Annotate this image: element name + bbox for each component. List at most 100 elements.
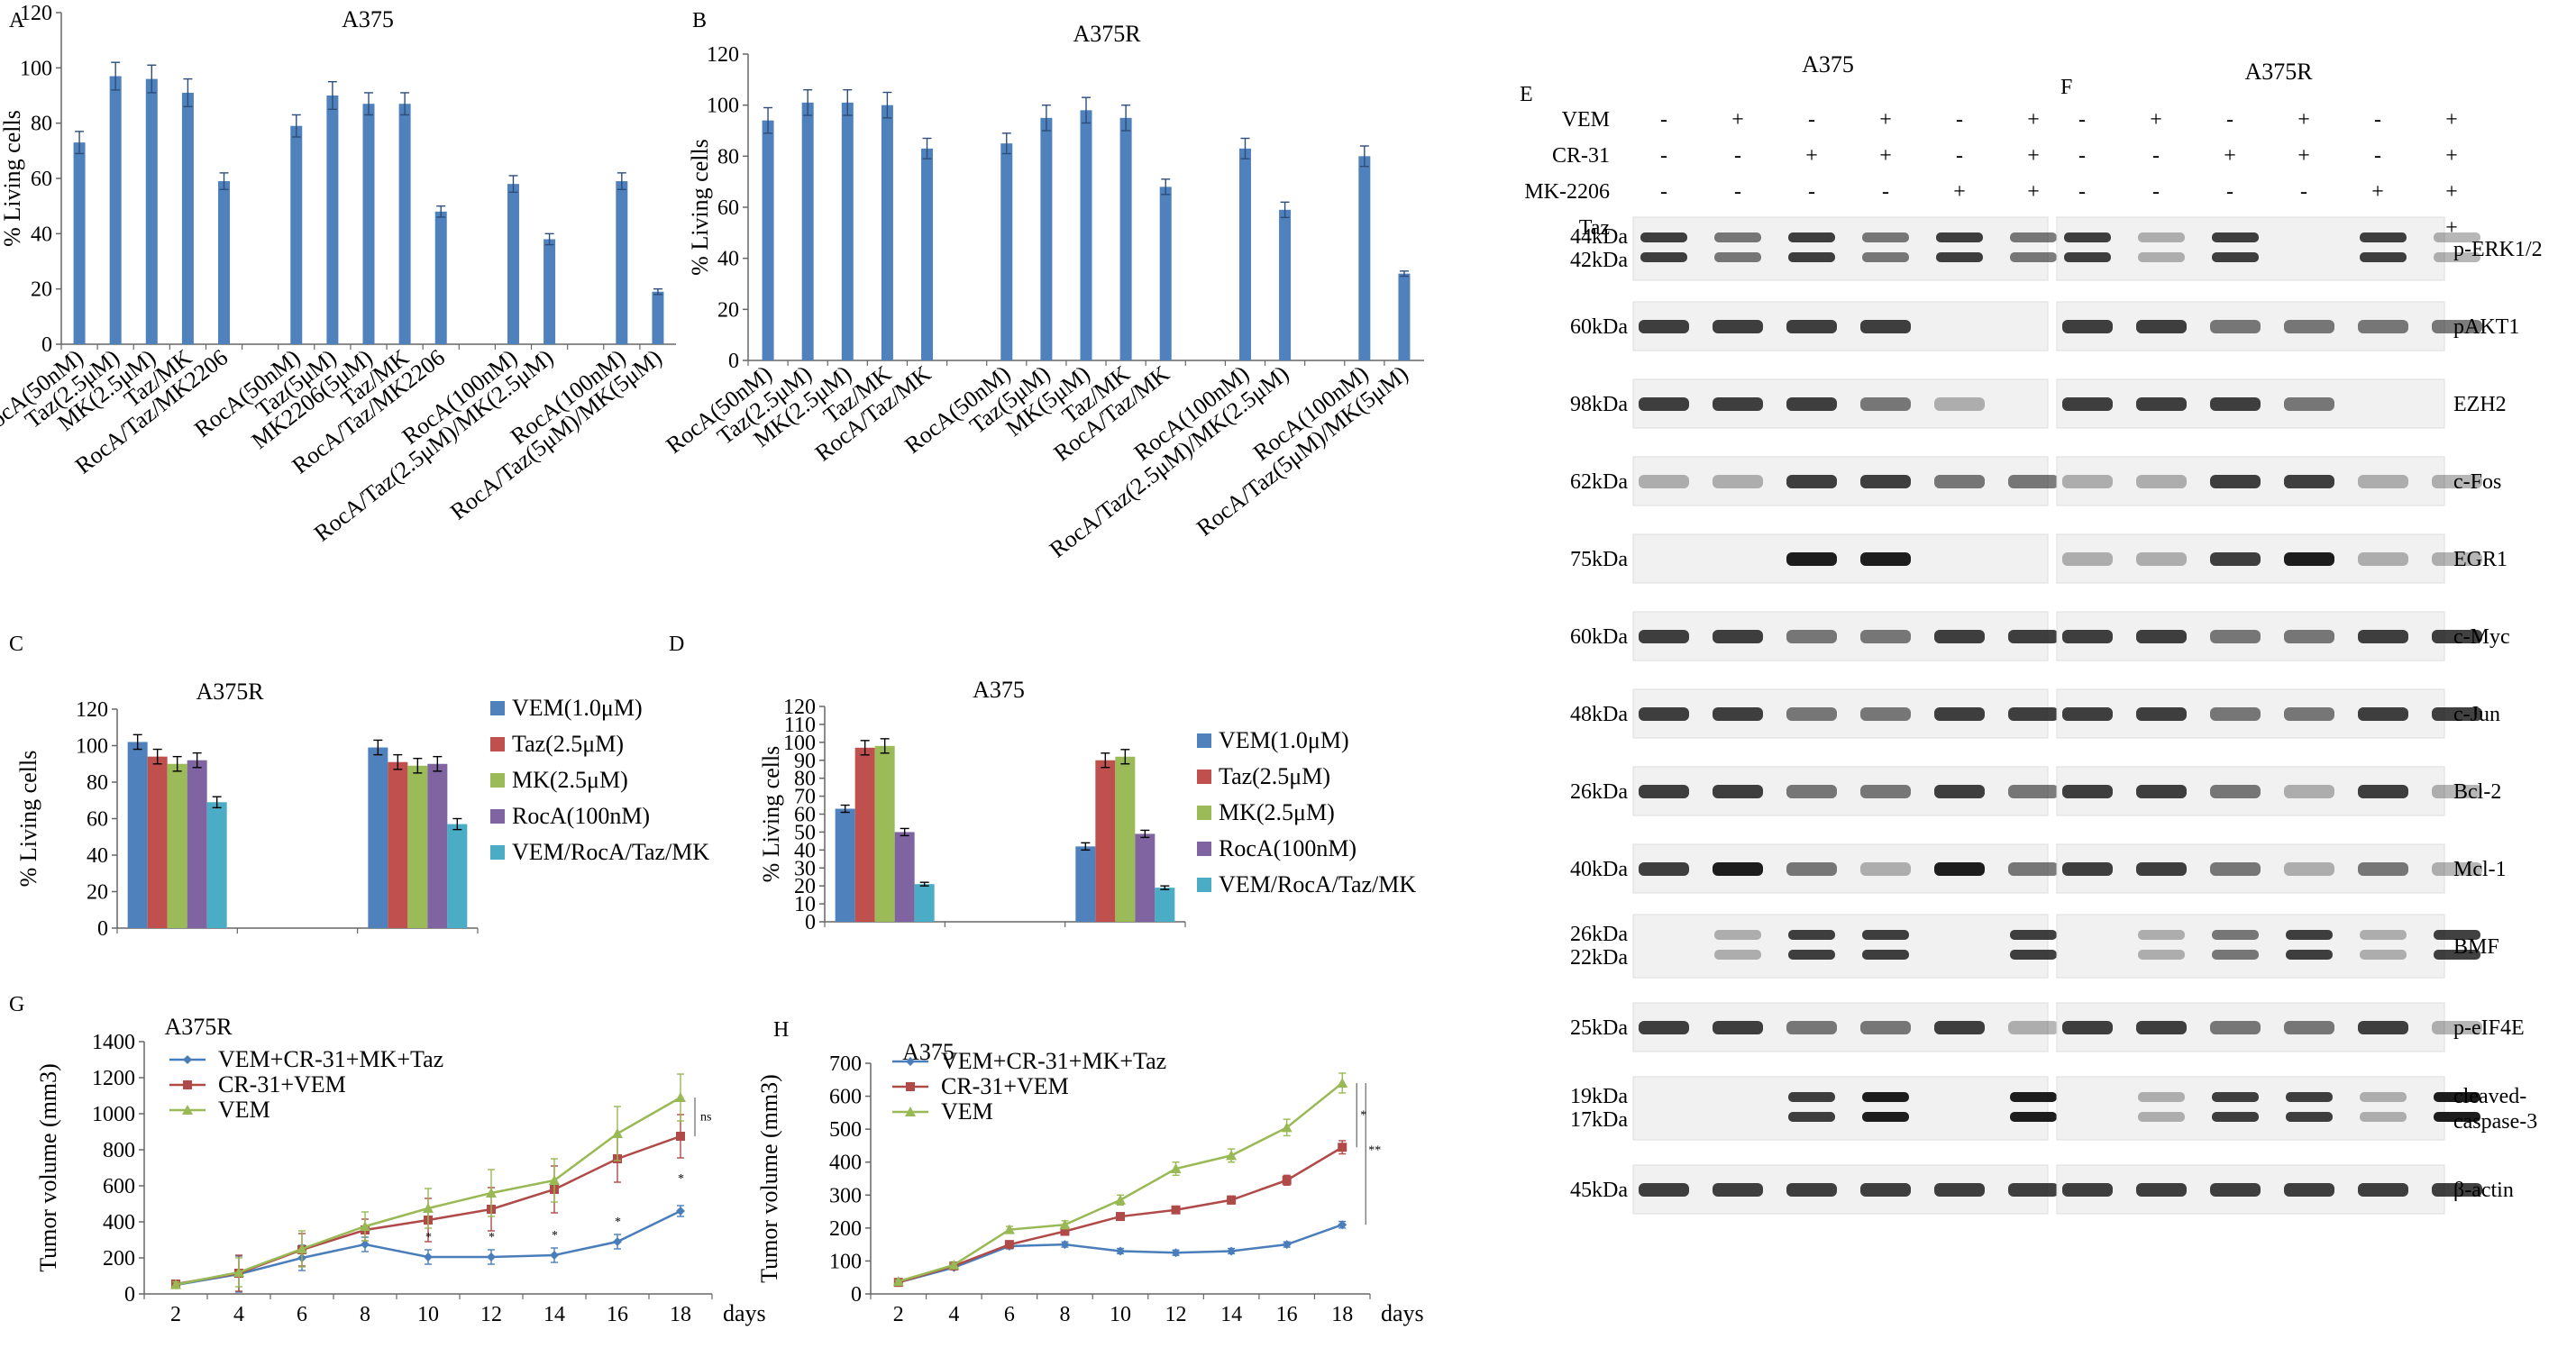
x-tick-label: 8 — [360, 1303, 370, 1326]
y-tick-label: 120 — [20, 2, 52, 25]
y-tick-label: 120 — [707, 43, 739, 67]
data-point — [487, 1252, 496, 1261]
blot-band — [1936, 252, 1983, 262]
bar — [427, 763, 448, 928]
blot-band — [2062, 1021, 2113, 1034]
blot-band — [1713, 397, 1763, 411]
x-tick-label: 2 — [893, 1303, 904, 1326]
blot-band — [2008, 1021, 2059, 1034]
blot-band — [1713, 862, 1763, 876]
y-tick-label: 0 — [728, 350, 739, 373]
blot-band — [2432, 1183, 2482, 1197]
bar — [388, 761, 408, 928]
data-point — [905, 1107, 916, 1116]
blot-band — [2284, 1183, 2334, 1197]
blot-band — [2062, 320, 2113, 333]
blot-band — [1786, 475, 1837, 488]
y-tick-label: 1400 — [92, 1031, 135, 1054]
data-point — [1171, 1205, 1181, 1215]
blot-band — [2432, 1021, 2482, 1034]
blot-membrane — [1632, 1002, 2049, 1052]
treatment-sign: + — [1953, 180, 1966, 204]
bar — [368, 747, 388, 928]
treatment-sign: - — [1734, 180, 1741, 204]
y-tick-label: 120 — [76, 698, 108, 722]
data-point — [183, 1055, 192, 1064]
blot-band — [1934, 397, 1985, 411]
data-point — [1282, 1240, 1292, 1250]
data-point — [1338, 1220, 1347, 1230]
treatment-sign: - — [2226, 180, 2233, 204]
bar — [362, 104, 375, 344]
blot-band — [1713, 785, 1763, 798]
bar — [1279, 209, 1292, 360]
legend-swatch — [1197, 733, 1211, 748]
blot-band — [2432, 475, 2482, 488]
kda-label: 25kDa — [1570, 1016, 1628, 1040]
data-point — [170, 1279, 181, 1289]
blot-membrane — [2056, 1076, 2445, 1141]
blot-membrane — [1632, 611, 2049, 661]
blot-band — [2358, 862, 2408, 876]
treatment-sign: - — [1956, 144, 1963, 168]
chart-title: A375 — [342, 6, 394, 32]
blot-band — [2062, 707, 2113, 721]
blot-band — [2284, 397, 2334, 411]
blot-band — [2286, 1112, 2333, 1122]
bar — [181, 92, 194, 344]
y-tick-label: 40 — [31, 223, 52, 246]
bar — [109, 76, 122, 345]
treatment-sign: + — [1879, 144, 1892, 168]
blot-band — [2010, 252, 2057, 262]
x-tick-label: 10 — [1110, 1303, 1131, 1326]
blot-band — [2212, 232, 2259, 242]
data-point — [233, 1267, 244, 1277]
data-point — [423, 1203, 434, 1213]
legend-swatch — [1197, 806, 1211, 820]
protein-label: c-Jun — [2453, 703, 2500, 726]
bar — [187, 760, 207, 928]
blot-band — [2360, 1112, 2407, 1122]
data-point — [486, 1188, 497, 1198]
blot-band — [2360, 252, 2407, 262]
blot-band — [2284, 320, 2334, 333]
legend-swatch — [490, 773, 505, 788]
protein-label: p-eIF4E — [2453, 1016, 2525, 1040]
blot-band — [1786, 630, 1837, 643]
blot-band — [2008, 630, 2059, 643]
bar — [434, 211, 447, 344]
blot-band — [1788, 930, 1835, 940]
data-point — [1059, 1219, 1071, 1230]
treatment-sign: + — [2027, 180, 2040, 204]
data-point — [182, 1105, 193, 1115]
legend-label: MK(2.5μM) — [512, 767, 628, 793]
blot-band — [1860, 630, 1911, 643]
bar — [398, 104, 411, 344]
y-tick-label: 60 — [717, 196, 739, 220]
blot-band — [1860, 1183, 1911, 1197]
protein-label: β-actin — [2453, 1179, 2514, 1202]
blot-band — [1786, 785, 1837, 798]
protein-label: Mcl-1 — [2453, 858, 2507, 881]
legend-label: VEM — [218, 1097, 270, 1123]
blot-band — [2136, 707, 2187, 721]
data-point — [1282, 1175, 1292, 1185]
blot-band — [2062, 1183, 2113, 1197]
treatment-sign: + — [1731, 108, 1744, 132]
protein-label: c-Myc — [2453, 625, 2510, 649]
blot-band — [2434, 930, 2480, 940]
blot-band — [2358, 785, 2408, 798]
treatment-sign: + — [2027, 108, 2040, 132]
bar — [1238, 148, 1251, 360]
treatment-sign: + — [2445, 180, 2458, 204]
blot-band — [2136, 1183, 2187, 1197]
x-tick-label: 4 — [233, 1303, 244, 1326]
blot-band — [2010, 930, 2057, 940]
y-tick-label: 30 — [794, 857, 816, 880]
blot-band — [1860, 1021, 1911, 1034]
blot-membrane — [1632, 301, 2049, 351]
blot-band — [2284, 707, 2334, 721]
bar — [881, 105, 893, 361]
treatment-sign: - — [1808, 180, 1815, 204]
x-tick-label: 6 — [1004, 1303, 1015, 1326]
